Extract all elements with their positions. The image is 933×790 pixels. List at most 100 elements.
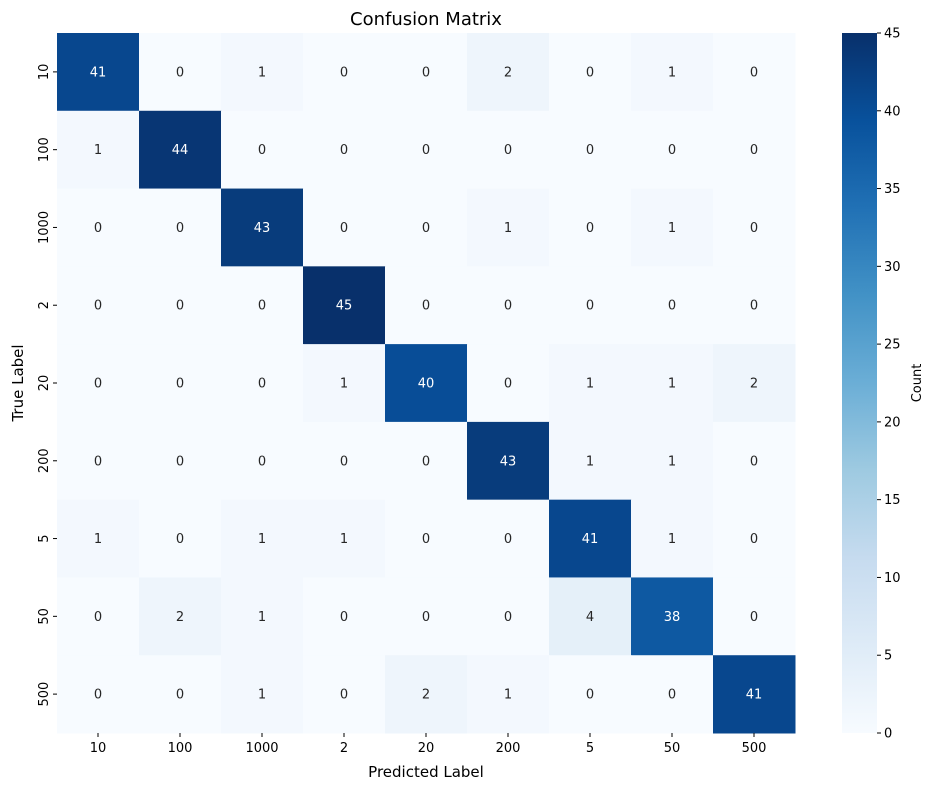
- cell-value-label: 1: [504, 688, 512, 703]
- heatmap-cell: [385, 499, 468, 578]
- cell-value-label: 0: [422, 299, 430, 314]
- heatmap-cell: [713, 33, 796, 112]
- cell-value-label: 1: [258, 532, 266, 547]
- cell-value-label: 0: [750, 532, 758, 547]
- heatmap-cell: [57, 344, 140, 423]
- y-tick-label: 50: [37, 608, 52, 625]
- colorbar-tick-label: 15: [884, 493, 901, 508]
- y-tick-label: 100: [37, 137, 52, 162]
- heatmap-cell: [467, 188, 550, 267]
- heatmap-cell: [713, 577, 796, 656]
- heatmap-cell: [221, 577, 304, 656]
- cell-value-label: 1: [586, 454, 594, 469]
- cell-value-label: 0: [422, 454, 430, 469]
- heatmap-cell: [631, 344, 714, 423]
- heatmap-cells: 41 0 1 0 0 2 0 1 0 1 4 4 0 0 0 0 0 0 0 0 0 43 0 0 1 0 1 0 0 0 0 45 0 0 0 0 0…: [57, 33, 796, 734]
- heatmap-cell: [57, 33, 140, 112]
- heatmap-cell: [221, 266, 304, 345]
- x-tick-label: 10: [90, 741, 107, 756]
- cell-value-label: 0: [504, 610, 512, 625]
- cell-value-label: 41: [90, 65, 107, 80]
- heatmap-cell: [385, 266, 468, 345]
- colorbar-tick-label: 20: [884, 415, 901, 430]
- heatmap-cell: [139, 655, 222, 734]
- cell-value-label: 0: [258, 299, 266, 314]
- cell-value-label: 0: [750, 454, 758, 469]
- colorbar-ticks: 0 5 10 15 20 25 30 35 40 45: [877, 27, 901, 742]
- cell-value-label: 0: [422, 610, 430, 625]
- cell-value-label: 1: [258, 65, 266, 80]
- heatmap-cell: [467, 655, 550, 734]
- cell-value-label: 0: [176, 454, 184, 469]
- cell-value-label: 0: [340, 143, 348, 158]
- heatmap-cell: [713, 110, 796, 190]
- y-tick-label: 500: [37, 682, 52, 707]
- y-tick-label: 5: [37, 534, 52, 542]
- y-tick-label: 2: [37, 301, 52, 309]
- colorbar-tick-label: 30: [884, 260, 901, 275]
- y-tick-label: 10: [37, 64, 52, 81]
- heatmap-cell: [549, 421, 632, 501]
- cell-value-label: 0: [422, 143, 430, 158]
- heatmap-cell: [467, 421, 550, 501]
- heatmap-cell: [549, 577, 632, 656]
- cell-value-label: 45: [336, 299, 353, 314]
- heatmap-cell: [713, 188, 796, 267]
- cell-value-label: 4: [586, 610, 594, 625]
- cell-value-label: 43: [254, 221, 271, 236]
- heatmap-cell: [467, 266, 550, 345]
- heatmap-cell: [303, 421, 386, 501]
- heatmap-cell: [631, 33, 714, 112]
- x-axis: 10 100 1000 2 20 200 5 50 500: [90, 733, 766, 756]
- heatmap-cell: [303, 344, 386, 423]
- cell-value-label: 0: [94, 688, 102, 703]
- colorbar-tick-label: 5: [884, 649, 892, 664]
- cell-value-label: 1: [668, 65, 676, 80]
- heatmap-cell: [57, 499, 140, 578]
- colorbar: [842, 33, 877, 733]
- heatmap-cell: [631, 577, 714, 656]
- heatmap-cell: [57, 110, 140, 190]
- heatmap-cell: [549, 655, 632, 734]
- heatmap-cell: [303, 33, 386, 112]
- heatmap-cell: [303, 577, 386, 656]
- cell-value-label: 1: [258, 688, 266, 703]
- colorbar-tick-label: 10: [884, 571, 901, 586]
- cell-value-label: 0: [94, 377, 102, 392]
- colorbar-tick-label: 0: [884, 727, 892, 742]
- cell-value-label: 0: [176, 65, 184, 80]
- cell-value-label: 1: [668, 532, 676, 547]
- cell-value-label: 40: [418, 377, 435, 392]
- cell-value-label: 0: [176, 377, 184, 392]
- cell-value-label: 0: [176, 299, 184, 314]
- heatmap-cell: [549, 266, 632, 345]
- heatmap-cell: [303, 266, 386, 345]
- y-axis-label: True Label: [9, 344, 27, 422]
- heatmap-cell: [713, 655, 796, 734]
- cell-value-label: 1: [94, 532, 102, 547]
- heatmap-cell: [713, 266, 796, 345]
- heatmap-cell: [385, 421, 468, 501]
- cell-value-label: 0: [504, 143, 512, 158]
- cell-value-label: 0: [340, 688, 348, 703]
- cell-value-label: 0: [504, 532, 512, 547]
- heatmap-cell: [221, 655, 304, 734]
- heatmap-cell: [57, 655, 140, 734]
- cell-value-label: 0: [258, 143, 266, 158]
- heatmap-cell: [549, 110, 632, 190]
- cell-value-label: 0: [422, 532, 430, 547]
- cell-value-label: 0: [750, 65, 758, 80]
- heatmap-cell: [631, 266, 714, 345]
- cell-value-label: 0: [176, 532, 184, 547]
- cell-value-label: 2: [176, 610, 184, 625]
- cell-value-label: 0: [586, 221, 594, 236]
- heatmap-cell: [221, 33, 304, 112]
- cell-value-label: 0: [94, 610, 102, 625]
- heatmap-cell: [385, 655, 468, 734]
- y-tick-label: 200: [37, 448, 52, 473]
- cell-value-label: 0: [176, 688, 184, 703]
- cell-value-label: 0: [258, 377, 266, 392]
- heatmap-cell: [139, 344, 222, 423]
- cell-value-label: 0: [586, 299, 594, 314]
- cell-value-label: 1: [668, 377, 676, 392]
